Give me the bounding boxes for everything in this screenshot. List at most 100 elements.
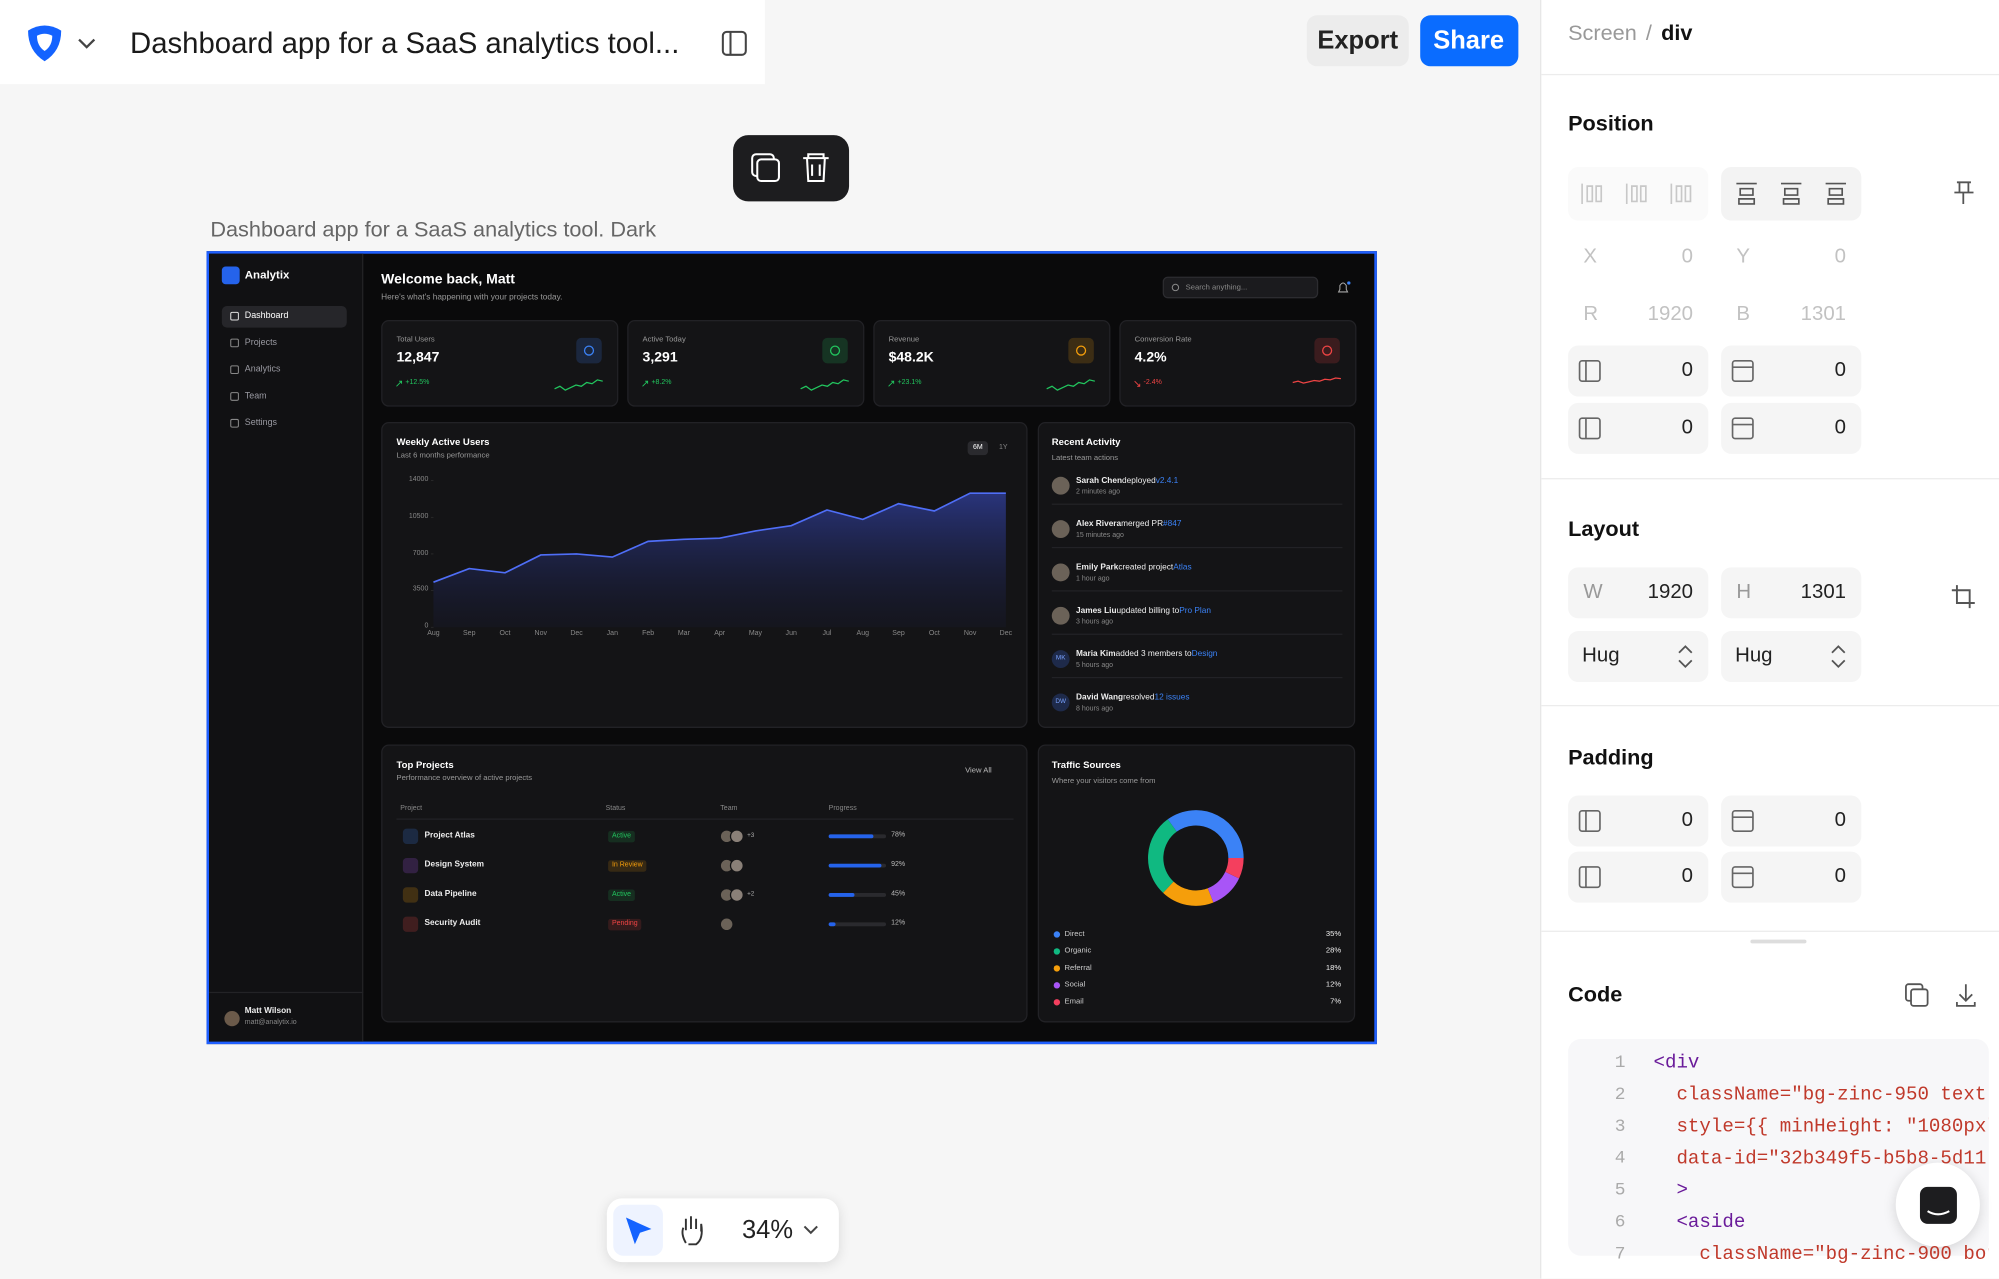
welcome: Welcome back, Matt [381, 272, 515, 288]
stat-change: +12.5% [405, 378, 430, 387]
field-value: 1920 [1647, 303, 1694, 326]
activity-text: Sarah Chendeployedv2.4.1 [1076, 476, 1179, 486]
table-header: Progress [828, 804, 857, 813]
select-tool[interactable] [613, 1204, 663, 1256]
project-name: Security Audit [424, 918, 481, 928]
x-tick-label: Dec [999, 630, 1013, 638]
activity-target: Design [1191, 649, 1218, 659]
code-line: className="bg-zinc-950 text-neutral-100" [1676, 1085, 1988, 1105]
legend-value: 35% [1325, 930, 1342, 939]
legend-value: 28% [1325, 947, 1342, 956]
field-value: 0 [1681, 359, 1694, 382]
y-tick-label: 7000 [412, 549, 429, 557]
avatar-initials: DW [1055, 697, 1067, 706]
traffic-title: Traffic Sources [1051, 758, 1121, 771]
projects-title: Top Projects [396, 758, 454, 771]
x-tick-label: Nov [963, 630, 977, 638]
section-divider [1541, 73, 1999, 76]
section-title: Position [1568, 111, 1654, 136]
legend-label: Organic [1064, 947, 1092, 956]
project-name: Design System [424, 860, 484, 870]
table-divider [396, 818, 1014, 820]
y-tick-label: 14000 [408, 475, 429, 484]
activity-name: Emily Park [1075, 563, 1119, 573]
x-tick-label: Oct [928, 630, 940, 638]
share-button[interactable] [1420, 15, 1519, 67]
chat-button[interactable] [1895, 1162, 1980, 1247]
stat-change: +8.2% [651, 378, 672, 387]
progress-label: 45% [891, 890, 906, 898]
status-badge: In Review [608, 860, 647, 872]
x-tick-label: Feb [642, 630, 655, 638]
team-extra: +3 [747, 831, 755, 840]
line-number: 1 [1614, 1053, 1626, 1074]
x-tick-label: Jan [606, 630, 618, 638]
activity-time: 3 hours ago [1075, 618, 1114, 627]
y-tick-label: 3500 [412, 585, 429, 594]
field[interactable] [1568, 567, 1709, 619]
section-divider [1541, 478, 1999, 480]
code-line: <aside [1653, 1213, 1746, 1233]
legend-label: Email [1064, 998, 1084, 1007]
top-left-bar [0, 0, 765, 85]
x-tick-label: Sep [892, 630, 905, 638]
activity-title: Recent Activity [1051, 436, 1121, 448]
field-label: R [1583, 303, 1599, 326]
stat-card [381, 319, 619, 407]
activity-target: 12 issues [1154, 693, 1190, 703]
frame-label: Dashboard app for a SaaS analytics tool.… [210, 217, 657, 242]
search-box[interactable] [1162, 276, 1319, 299]
projects-subtitle: Performance overview of active projects [396, 775, 533, 783]
activity-target: #847 [1163, 519, 1182, 529]
x-tick-label: Oct [499, 630, 511, 638]
code-line: <div [1653, 1053, 1700, 1073]
activity-text: James Liuupdated billing toPro Plan [1076, 607, 1211, 616]
code-line: > [1653, 1181, 1688, 1201]
field-value: 0 [1834, 865, 1847, 888]
chart-title: Weekly Active Users [396, 436, 490, 448]
activity-divider [1051, 546, 1343, 549]
section-divider [1541, 705, 1999, 707]
field-value: 1920 [1647, 581, 1694, 604]
align-group [1568, 167, 1709, 221]
view-all: View All [965, 767, 992, 776]
line-number: 4 [1614, 1148, 1626, 1170]
toggle-active[interactable] [967, 441, 989, 456]
x-tick-label: Jun [785, 630, 797, 638]
activity-text: David Wangresolved12 issues [1076, 694, 1189, 702]
legend-label: Referral [1064, 964, 1092, 973]
activity-text: Alex Riveramerged PR#847 [1075, 519, 1182, 529]
stat-value: 12,847 [396, 349, 440, 366]
field-value: 0 [1681, 246, 1694, 268]
activity-target: Atlas [1173, 563, 1192, 573]
activity-name: Alex Rivera [1075, 519, 1122, 529]
x-tick-label: Mar [677, 630, 690, 638]
field[interactable] [1721, 567, 1862, 619]
activity-subtitle: Latest team actions [1051, 455, 1119, 463]
activity-time: 1 hour ago [1075, 575, 1110, 583]
welcome-sub: Here's what's happening with your projec… [381, 292, 563, 302]
x-tick-label: Aug [427, 630, 440, 638]
section-divider [1541, 930, 1999, 932]
activity-time: 8 hours ago [1075, 705, 1114, 713]
progress-label: 12% [891, 919, 906, 928]
select-value: Hug [1735, 645, 1773, 667]
line-number: 7 [1614, 1244, 1626, 1265]
x-tick-label: Jul [822, 630, 832, 638]
line-number: 2 [1614, 1084, 1626, 1106]
field-label: H [1736, 581, 1752, 604]
project-name: Data Pipeline [424, 889, 477, 899]
drag-handle[interactable] [1750, 939, 1807, 944]
project-title: Dashboard app for a SaaS analytics tool.… [130, 26, 680, 60]
breadcrumb-current: div [1661, 21, 1693, 46]
breadcrumb-sep: / [1645, 21, 1652, 46]
x-tick-label: Nov [534, 630, 548, 638]
field-label: B [1736, 303, 1750, 326]
stat-change: -2.4% [1143, 378, 1162, 387]
activity-target: v2.4.1 [1155, 476, 1179, 486]
field-value: 0 [1681, 865, 1694, 888]
range-toggle: 6M [972, 443, 983, 452]
export-button[interactable] [1306, 15, 1409, 67]
activity-action: added 3 members to [1115, 649, 1192, 659]
